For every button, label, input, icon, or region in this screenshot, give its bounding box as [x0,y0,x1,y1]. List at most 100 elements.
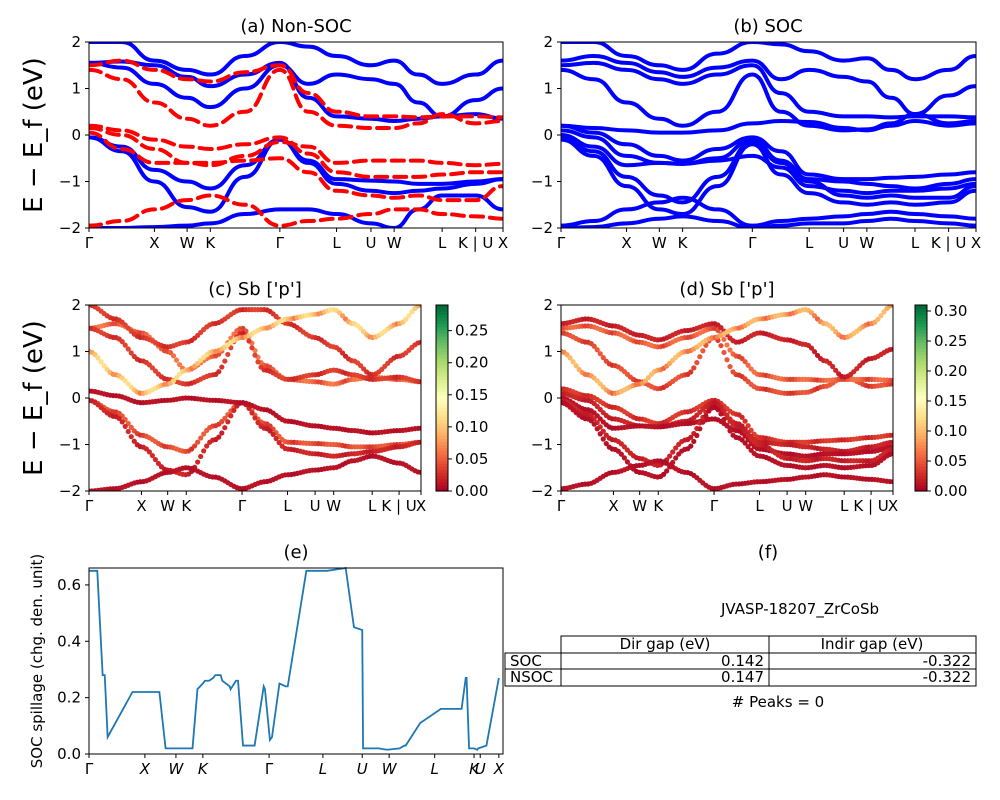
colorbar-segment [915,410,927,415]
colorbar-segment [915,435,927,439]
row-label-soc: SOC [510,652,542,670]
colorbar-tick-label: 0.05 [455,450,488,468]
x-tick-label: Γ [85,234,94,252]
colorbar-segment [915,487,927,492]
colorbar-tick-label: 0.15 [934,392,967,410]
band-point [195,459,201,465]
band-point [125,346,131,352]
band-point [119,339,125,345]
colorbar-segment [915,385,927,390]
colorbar-segment [436,410,448,415]
colorbar-segment [436,345,448,349]
band-point [409,309,415,315]
band-point [718,343,724,349]
band-point [645,374,652,381]
x-tick-label: K [198,760,209,778]
band-point [231,407,237,413]
colorbar-segment [915,456,927,461]
colorbar-segment [436,360,448,365]
band-point [95,355,101,361]
band-point [673,455,679,461]
band-point [890,432,893,438]
band-point [724,357,730,363]
band-point [176,361,183,368]
colorbar-segment [915,447,927,452]
colorbar-segment [915,357,927,362]
y-tick-label: 0.2 [57,689,81,707]
band-point [119,419,125,425]
colorbar-segment [436,351,448,356]
x-tick-label: Γ [276,234,285,252]
band-point [116,415,122,422]
band-point [418,469,421,475]
colorbar-segment [436,329,448,334]
soc-indir-gap: -0.322 [923,652,971,670]
band-line-blue [561,60,976,120]
band-point [688,434,694,440]
y-tick-label: −2 [531,482,553,500]
x-tick-label: L [438,234,447,252]
x-tick-label: W [160,497,175,515]
colorbar-segment [436,314,448,318]
colorbar-segment [915,373,927,377]
x-tick-label: K | U [853,497,888,515]
band-point [219,430,225,436]
x-tick-label: X [136,497,146,515]
colorbar-segment [915,432,927,436]
colorbar-tick-label: 0.25 [934,332,967,350]
band-line-blue [89,135,503,214]
y-tick-label: 0.4 [57,632,81,650]
colorbar-segment [436,441,448,446]
colorbar-segment [915,441,927,446]
colorbar-segment [436,429,448,433]
colorbar-segment [915,453,927,458]
colorbar-segment [436,385,448,390]
colorbar-segment [436,463,448,467]
band-line-blue [561,133,976,196]
y-tick-label: −1 [59,436,81,454]
band-point [808,345,815,351]
colorbar-segment [915,413,927,418]
table-cell [768,668,977,687]
panel-d-title: (d) Sb ['p'] [679,279,774,300]
band-point [890,446,893,452]
colorbar-segment [915,326,927,331]
band-point [878,313,884,319]
band-line-blue [561,128,976,191]
colorbar-segment [915,339,927,343]
x-tick-label: K [653,497,664,515]
colorbar-segment [436,376,448,380]
colorbar-segment [436,370,448,374]
colorbar-segment [436,391,448,396]
y-tick-label: 2 [543,33,553,51]
colorbar-segment [436,320,448,325]
band-point [570,359,576,365]
x-tick-label: Γ [748,234,757,252]
x-tick-label: X [888,497,898,515]
band-point [600,436,606,442]
band-point [222,415,228,421]
x-tick-label: L [840,497,849,515]
x-tick-label: U [475,760,486,778]
y-tick-label: 0 [543,389,553,407]
x-tick-label: W [632,497,647,515]
band-point [131,438,137,444]
band-line-blue [561,214,976,228]
colorbar-segment [915,444,927,449]
x-tick-label: W [859,234,874,252]
band-point [618,451,624,457]
colorbar-segment [436,425,448,430]
colorbar-segment [915,478,927,483]
band-point [621,455,627,461]
colorbar-segment [436,373,448,377]
band-point [603,440,609,447]
row-label-nsoc: NSOC [510,668,553,686]
colorbar-segment [436,422,448,427]
colorbar-segment [915,348,927,353]
colorbar-segment [436,308,448,312]
colorbar-segment [915,398,927,402]
band-point [700,348,706,354]
